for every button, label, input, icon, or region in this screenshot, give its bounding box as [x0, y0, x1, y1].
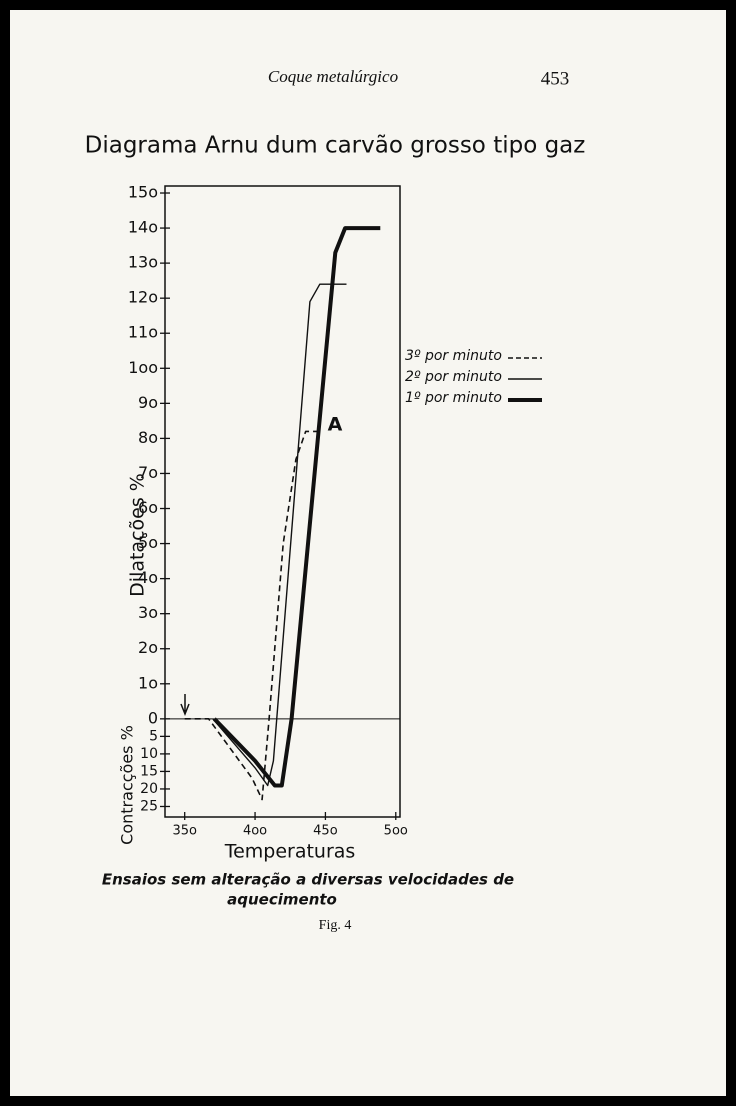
y-tick-label: 12o — [128, 288, 158, 307]
y-tick-label: 15o — [128, 183, 158, 202]
y-tick-label: 3o — [138, 603, 158, 622]
paper — [10, 10, 726, 1096]
series-line — [184, 430, 323, 801]
plot-frame — [164, 185, 401, 818]
y-tick-label: 20 — [140, 781, 158, 797]
y-tick-label: 6o — [138, 498, 158, 517]
page-number: 453 — [541, 68, 570, 89]
y-tick-label: 1o — [138, 673, 158, 692]
caption: Ensaios sem alteração a diversas velocid… — [102, 871, 514, 889]
y-tick-label: 10 — [140, 746, 158, 762]
y-tick-label: 25 — [140, 798, 158, 814]
x-tick-label: 4oo — [243, 824, 267, 839]
x-tick-label: 45o — [313, 824, 338, 839]
y-tick-label: 9o — [138, 393, 158, 412]
legend-label: 2º por minuto — [405, 369, 502, 385]
running-title: Coque metalúrgico — [268, 67, 398, 86]
y-tick-label: 2o — [138, 638, 158, 657]
legend-label: 3º por minuto — [405, 348, 502, 364]
series-line — [212, 283, 347, 787]
figure-label: Fig. 4 — [319, 918, 352, 933]
caption: aquecimento — [227, 891, 337, 909]
start-arrow — [180, 694, 190, 717]
y-tick-label: 11o — [128, 323, 158, 342]
y-tick-label: 15 — [140, 763, 158, 779]
y-tick-label: 1oo — [128, 358, 158, 377]
series-line — [212, 226, 381, 788]
x-tick-label: 35o — [172, 824, 197, 839]
x-axis-label: Temperaturas — [224, 841, 356, 863]
y-tick-label: 14o — [128, 218, 158, 237]
y-tick-label: 13o — [128, 253, 158, 272]
y-tick-label: 8o — [138, 428, 158, 447]
annotation: A — [328, 414, 343, 436]
y-tick-label: 4o — [138, 568, 158, 587]
chart-title: Diagrama Arnu dum carvão grosso tipo gaz — [85, 133, 586, 159]
y-axis-label: Dilatações % — [127, 473, 149, 597]
y-tick-label: 5 — [149, 728, 158, 744]
y-axis-label-contraction: Contracções % — [118, 725, 137, 845]
y-tick-label: 0 — [148, 708, 158, 727]
y-tick-label: 7o — [138, 463, 158, 482]
x-tick-label: 5oo — [384, 824, 408, 839]
legend-label: 1º por minuto — [405, 390, 502, 406]
y-tick-label: 5o — [138, 533, 158, 552]
